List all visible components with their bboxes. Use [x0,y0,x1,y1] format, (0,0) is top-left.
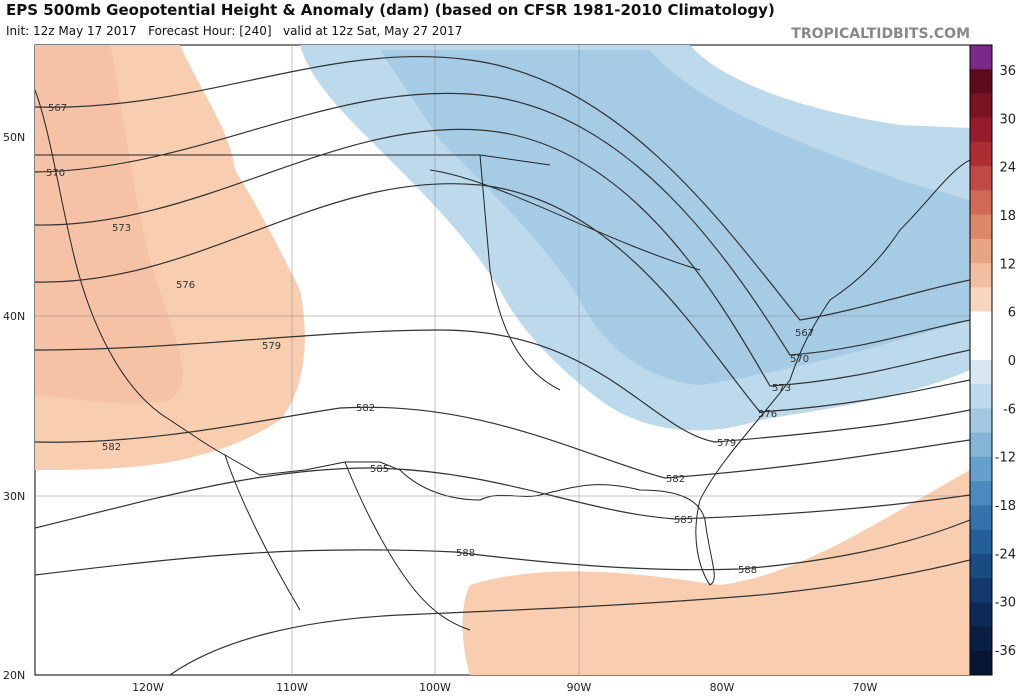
lat-label: 30N [3,490,25,503]
colorbar-frame [969,44,993,676]
contour-label: 576 [176,280,195,291]
colorbar-swatch [970,117,992,143]
colorbar-swatch [970,287,992,313]
colorbar-swatch [970,166,992,191]
lon-label: 80W [710,681,735,694]
colorbar-swatch [970,456,992,482]
colorbar-swatch [970,481,992,506]
borders [35,45,970,675]
colorbar-label: -18 [995,499,1016,514]
contour-label: 576 [758,409,777,420]
colorbar: 36 30 24 18 12 6 0 -6 -12 -18 -24 -30 -36 [969,44,1016,676]
contour-label: 582 [102,442,121,453]
anomaly-positive-south [462,470,970,675]
contour-labels: 567 570 573 576 579 582 582 585 588 567 … [46,103,814,576]
colorbar-label: -12 [995,451,1016,466]
contour-label: 579 [717,438,736,449]
colorbar-label: -30 [995,596,1016,611]
lat-label: 40N [3,310,25,323]
lon-label: 110W [276,681,308,694]
colorbar-swatch [970,578,992,603]
colorbar-swatch [970,650,992,676]
colorbar-swatch [970,69,992,94]
colorbar-swatch [970,360,992,385]
colorbar-swatch [970,553,992,579]
colorbar-swatch [970,141,992,167]
colorbar-label: 0 [1008,354,1016,369]
anomaly-negative-core [380,50,970,385]
lat-label: 20N [3,669,25,682]
anomaly-positive-core [35,45,183,404]
contour-label: 573 [112,223,131,234]
height-contours [35,55,970,675]
colorbar-label: 36 [999,64,1016,79]
colorbar-swatch [970,408,992,434]
lon-label: 120W [132,681,164,694]
contour-label: 573 [772,383,791,394]
lon-label: 100W [419,681,451,694]
contour-label: 582 [356,403,375,414]
colorbar-swatch [970,384,992,409]
colorbar-swatch [970,432,992,458]
contour-label: 567 [795,328,814,339]
lon-label: 70W [853,681,878,694]
colorbar-label: 18 [999,209,1016,224]
colorbar-swatch [970,214,992,240]
lon-labels: 120W 110W 100W 90W 80W 70W [132,681,877,694]
site-credit: TROPICALTIDBITS.COM [791,26,970,42]
contour-label: 567 [48,103,67,114]
contour-label: 588 [738,565,757,576]
colorbar-swatch [970,263,992,288]
colorbar-label: -6 [1003,402,1016,417]
contour-label: 588 [456,548,475,559]
colorbar-swatch [970,626,992,652]
colorbar-swatch [970,311,992,337]
colorbar-label: 12 [999,257,1016,272]
contour-label: 582 [666,474,685,485]
colorbar-swatch [970,190,992,216]
contour-label: 585 [370,464,389,475]
colorbar-label: 24 [999,161,1016,176]
contour-label: 579 [262,341,281,352]
colorbar-label: 30 [999,112,1016,127]
lon-label: 90W [567,681,592,694]
colorbar-swatch [970,93,992,119]
contour-label: 570 [46,168,65,179]
colorbar-label: -36 [995,644,1016,659]
lat-label: 50N [3,131,25,144]
subtitle: Init: 12z May 17 2017 Forecast Hour: [24… [6,24,462,38]
contour-label: 570 [790,354,809,365]
colorbar-swatch [970,238,992,264]
colorbar-swatch [970,602,992,628]
colorbar-swatch [970,505,992,531]
colorbar-label: 6 [1008,306,1016,321]
title: EPS 500mb Geopotential Height & Anomaly … [6,1,775,19]
colorbar-swatch [970,45,992,70]
map-panel: 567 570 573 576 579 582 582 585 588 567 … [34,44,971,676]
lat-labels: 50N 40N 30N 20N [3,131,25,682]
colorbar-swatch [970,335,992,361]
colorbar-label: -24 [995,547,1016,562]
contour-label: 585 [674,515,693,526]
colorbar-swatch [970,529,992,555]
